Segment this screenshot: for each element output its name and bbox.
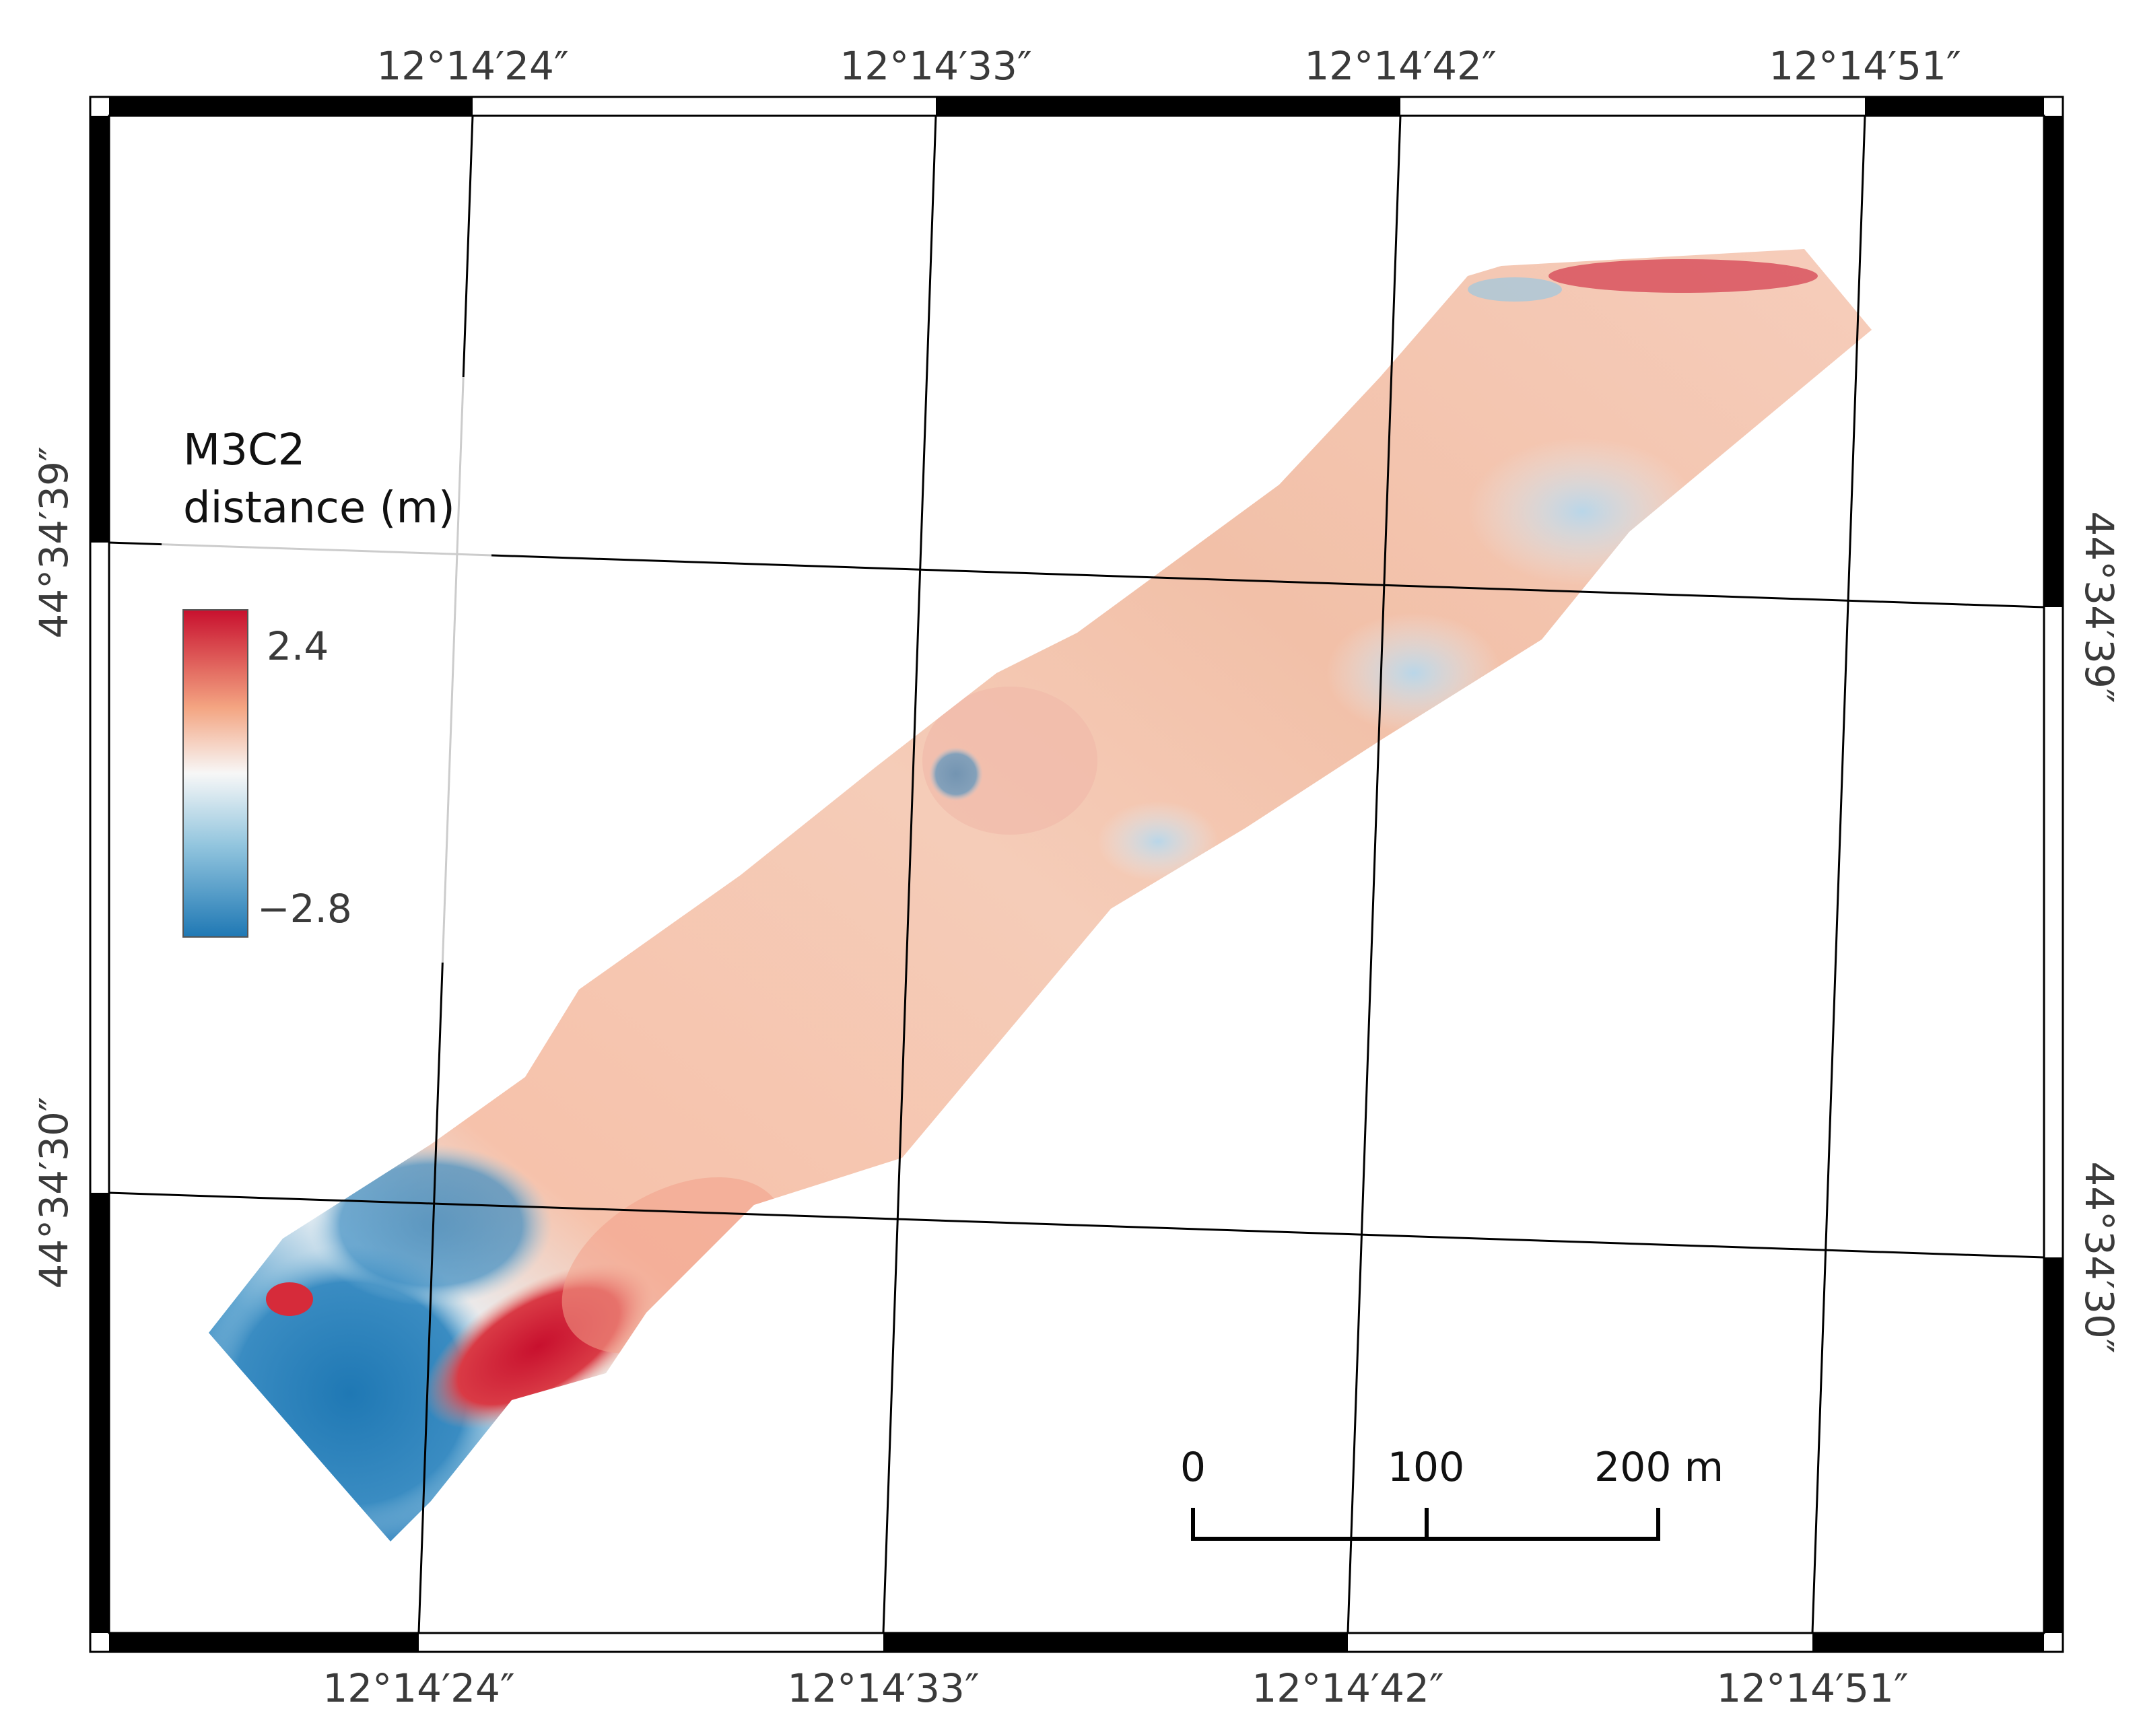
lat-label-right-2: 44°34′30″ — [2076, 1161, 2122, 1353]
lat-label-left-1: 44°34′39″ — [31, 446, 77, 638]
legend-min-label: −2.8 — [257, 886, 352, 932]
scale-label-100: 100 — [1388, 1444, 1465, 1491]
legend-colorbar — [182, 609, 248, 938]
lon-label-bottom-1: 12°14′24″ — [322, 1665, 514, 1711]
latitude-labels-right: 44°34′39″ 44°34′30″ — [2076, 511, 2122, 1353]
lon-label-bottom-4: 12°14′51″ — [1716, 1665, 1908, 1711]
legend-max-label: 2.4 — [267, 623, 329, 669]
scale-label-0: 0 — [1180, 1444, 1206, 1491]
scale-bar: 0 100 200 m — [1180, 1444, 1724, 1541]
longitude-labels-bottom: 12°14′24″ 12°14′33″ 12°14′42″ 12°14′51″ — [322, 1665, 1908, 1711]
lon-label-top-3: 12°14′42″ — [1304, 43, 1496, 89]
lon-label-bottom-3: 12°14′42″ — [1252, 1665, 1443, 1711]
lon-label-top-2: 12°14′33″ — [840, 43, 1031, 89]
latitude-labels-left: 44°34′39″ 44°34′30″ — [31, 446, 77, 1288]
legend-title-line1: M3C2 — [183, 425, 305, 475]
scale-label-200: 200 m — [1594, 1444, 1724, 1491]
lon-label-bottom-2: 12°14′33″ — [787, 1665, 979, 1711]
legend: M3C2 distance (m) 2.4 −2.8 — [182, 425, 455, 938]
frame-checker-top — [109, 97, 2044, 116]
lon-label-top-1: 12°14′24″ — [376, 43, 568, 89]
longitude-labels-top: 12°14′24″ 12°14′33″ 12°14′42″ 12°14′51″ — [376, 43, 1961, 89]
lat-label-right-1: 44°34′39″ — [2076, 511, 2122, 703]
legend-title-line2: distance (m) — [183, 483, 455, 533]
frame-checker-bottom — [109, 1633, 2044, 1652]
frame-checker-right — [2044, 116, 2063, 1633]
lon-label-top-4: 12°14′51″ — [1769, 43, 1961, 89]
frame-checker-left — [90, 116, 109, 1633]
lat-label-left-2: 44°34′30″ — [31, 1097, 77, 1288]
